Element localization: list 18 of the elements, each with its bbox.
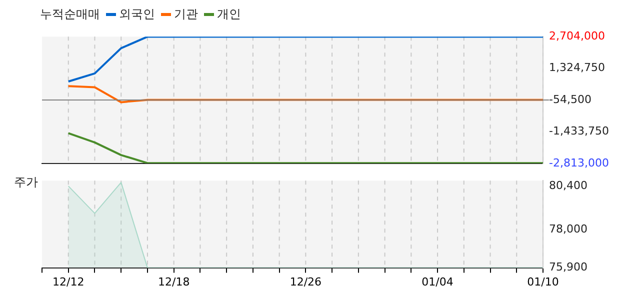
x-tick-label: 12/12 xyxy=(52,275,84,288)
y-tick-label: -2,813,000 xyxy=(549,156,609,170)
y-tick-label: 2,704,000 xyxy=(549,29,605,42)
legend-label: 기관 xyxy=(174,6,198,22)
x-tick-label: 01/04 xyxy=(422,275,454,288)
legend-label: 개인 xyxy=(217,6,241,22)
x-tick-label: 12/18 xyxy=(158,275,190,288)
y-tick-label: 78,000 xyxy=(549,222,588,236)
y-tick-label: 1,324,750 xyxy=(549,61,605,74)
y-tick-label: 80,400 xyxy=(549,178,588,192)
y-axis-title: 주가 xyxy=(14,174,38,191)
y-tick-label: 75,900 xyxy=(549,260,588,274)
legend-label: 외국인 xyxy=(119,6,155,22)
y-tick-label: -1,433,750 xyxy=(549,124,609,138)
y-tick-label: -54,500 xyxy=(549,92,592,106)
chart-title: 누적순매매 xyxy=(40,6,100,22)
x-tick-label: 01/10 xyxy=(527,275,559,288)
x-tick-label: 12/26 xyxy=(290,275,322,288)
